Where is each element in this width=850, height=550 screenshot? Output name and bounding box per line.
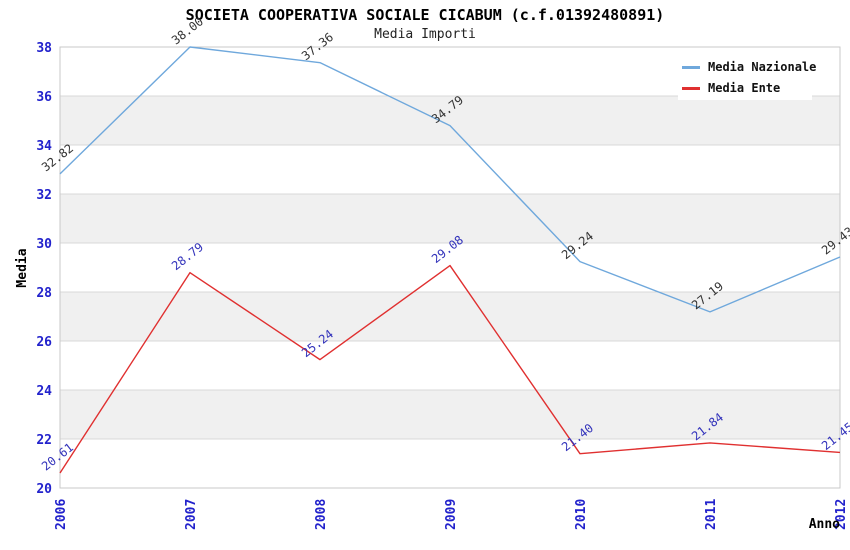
plot-band	[60, 292, 840, 341]
x-tick-label: 2009	[444, 499, 459, 530]
legend: Media Nazionale Media Ente	[678, 55, 816, 100]
plot-band	[60, 194, 840, 243]
chart-subtitle: Media Importi	[374, 27, 476, 42]
y-tick-label: 20	[36, 482, 52, 497]
x-axis-title: Anno	[809, 517, 840, 532]
legend-swatch-media-ente-icon	[682, 86, 700, 90]
plot-border	[59, 46, 841, 489]
plot-band	[60, 96, 840, 145]
x-tick-label: 2010	[574, 499, 589, 530]
legend-label-media-nazionale: Media Nazionale	[708, 60, 817, 74]
y-axis-title: Media	[15, 248, 30, 287]
y-tick-label: 26	[36, 335, 52, 350]
legend-item-media-nazionale: Media Nazionale	[682, 60, 816, 74]
chart-title: SOCIETA COOPERATIVA SOCIALE CICABUM (c.f…	[185, 6, 665, 24]
x-tick-label: 2006	[54, 499, 69, 530]
plot-band	[60, 390, 840, 439]
x-tick-label: 2012	[834, 499, 849, 530]
legend-item-media-ente: Media Ente	[682, 81, 808, 95]
y-tick-label: 30	[36, 237, 52, 252]
legend-swatch-media-nazionale-icon	[682, 65, 700, 69]
point-label: 38.00	[169, 14, 206, 47]
x-tick-label: 2007	[184, 499, 199, 530]
y-tick-label: 38	[36, 41, 52, 56]
series-line-0	[59, 46, 841, 313]
y-tick-label: 28	[36, 286, 52, 301]
y-tick-label: 22	[36, 433, 52, 448]
y-tick-label: 36	[36, 90, 52, 105]
series-line-1	[59, 264, 841, 474]
x-tick-label: 2011	[704, 499, 719, 530]
y-tick-label: 24	[36, 384, 52, 399]
point-label: 28.79	[169, 240, 206, 273]
x-tick-label: 2008	[314, 499, 329, 530]
legend-label-media-ente: Media Ente	[708, 81, 781, 95]
y-tick-label: 32	[36, 188, 52, 203]
y-tick-label: 34	[36, 139, 52, 154]
